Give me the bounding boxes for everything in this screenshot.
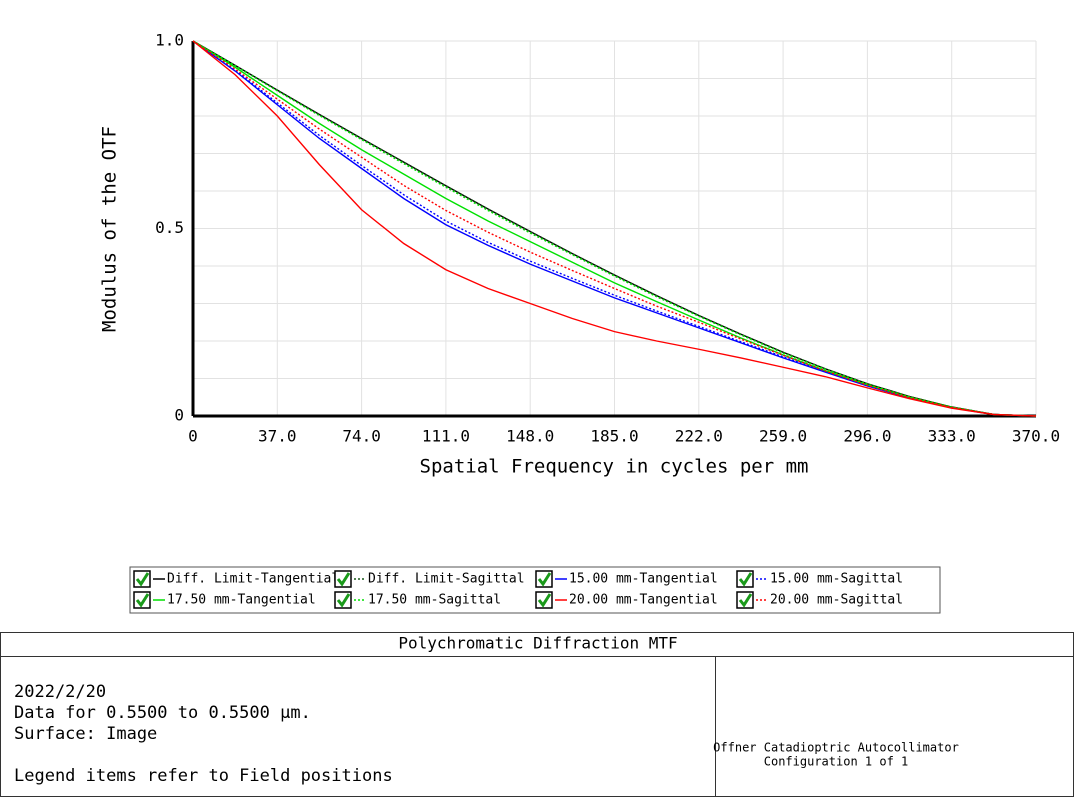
legend-label: 17.50 mm-Tangential [167,593,316,608]
x-tick-label: 370.0 [1012,427,1060,446]
series-line [192,40,1037,417]
x-tick-label: 0 [188,427,198,446]
legend-label: Diff. Limit-Tangential [167,572,339,587]
legend-check [537,572,552,587]
legend-label: 17.50 mm-Sagittal [368,593,501,608]
x-tick-label: 37.0 [258,427,297,446]
legend-label: 20.00 mm-Sagittal [770,593,903,608]
y-tick-label: 0.5 [155,218,184,237]
x-tick-label: 296.0 [843,427,891,446]
x-tick-label: 148.0 [506,427,554,446]
x-tick-label: 259.0 [759,427,807,446]
x-tick-label: 222.0 [675,427,723,446]
y-tick-label: 1.0 [155,31,184,50]
series-line [192,40,1037,417]
legend-check [537,593,552,608]
x-axis-label: Spatial Frequency in cycles per mm [420,456,809,478]
info-line: Legend items refer to Field positions [14,766,393,786]
legend-label: 15.00 mm-Sagittal [770,572,903,587]
legend-check [336,593,351,608]
x-tick-label: 185.0 [590,427,638,446]
x-tick-label: 333.0 [928,427,976,446]
legend-label: 15.00 mm-Tangential [569,572,718,587]
legend-check [336,572,351,587]
y-tick-label: 0 [174,406,184,425]
info-line: Data for 0.5500 to 0.5500 µm. [14,703,311,723]
info-right: Offner Catadioptric Autocollimator [713,741,959,755]
info-right: Configuration 1 of 1 [764,755,909,769]
legend-label: Diff. Limit-Sagittal [368,572,525,587]
legend-check [738,572,753,587]
info-line: 2022/2/20 [14,682,106,702]
x-tick-label: 111.0 [422,427,470,446]
info-line: Surface: Image [14,724,157,744]
series-line [192,40,1037,417]
y-axis-label: Modulus of the OTF [99,126,121,332]
legend-box [129,566,941,614]
legend-check [135,572,150,587]
legend-check [135,593,150,608]
legend-check [738,593,753,608]
x-tick-label: 74.0 [342,427,381,446]
legend-label: 20.00 mm-Tangential [569,593,718,608]
chart-title: Polychromatic Diffraction MTF [398,634,677,653]
